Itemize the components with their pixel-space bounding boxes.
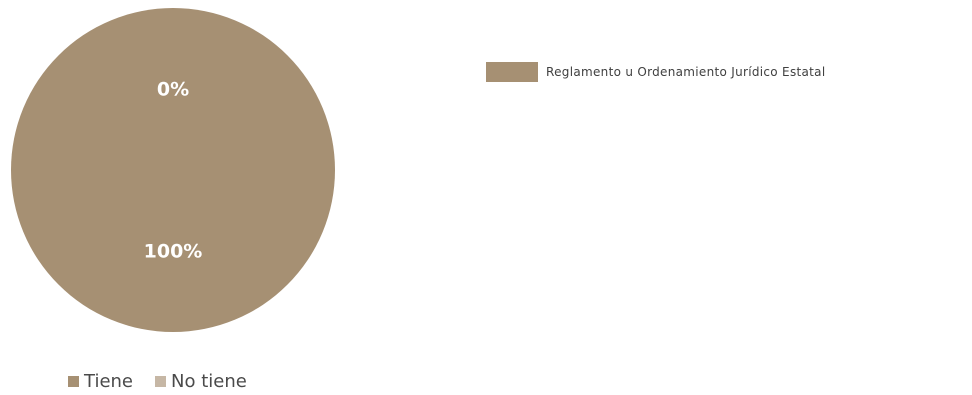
series-legend-swatch [486,62,538,82]
legend-label-no-tiene: No tiene [171,371,247,392]
legend-entry-no-tiene: No tiene [155,371,247,392]
series-legend-label: Reglamento u Ordenamiento Jurídico Estat… [546,65,826,79]
legend-entry-tiene: Tiene [68,371,133,392]
series-legend: Reglamento u Ordenamiento Jurídico Estat… [486,62,825,82]
legend-swatch-tiene [68,376,79,387]
data-label-no-tiene: 0% [157,79,189,101]
legend-label-tiene: Tiene [84,371,133,392]
pie-slice-tiene [11,8,335,332]
data-label-tiene: 100% [144,241,203,263]
category-legend: Tiene No tiene [68,371,247,392]
legend-swatch-no-tiene [155,376,166,387]
